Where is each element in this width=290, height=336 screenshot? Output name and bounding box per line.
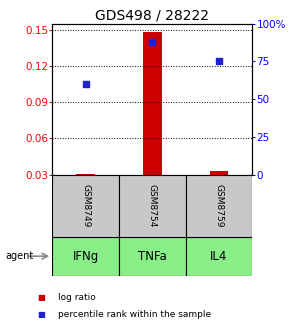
Point bbox=[217, 59, 221, 64]
Bar bbox=[76, 173, 95, 175]
Point bbox=[150, 39, 155, 44]
Text: ■: ■ bbox=[38, 310, 46, 319]
Text: TNFa: TNFa bbox=[138, 250, 167, 263]
Bar bbox=[143, 32, 162, 175]
Text: log ratio: log ratio bbox=[58, 293, 96, 302]
Bar bbox=[52, 237, 119, 276]
Bar bbox=[210, 171, 228, 175]
Text: percentile rank within the sample: percentile rank within the sample bbox=[58, 310, 211, 319]
Text: GSM8759: GSM8759 bbox=[214, 184, 224, 227]
Text: IL4: IL4 bbox=[210, 250, 228, 263]
Bar bbox=[186, 237, 252, 276]
Text: ■: ■ bbox=[38, 293, 46, 302]
Text: agent: agent bbox=[6, 251, 34, 261]
Text: GSM8749: GSM8749 bbox=[81, 184, 90, 227]
Text: IFNg: IFNg bbox=[72, 250, 99, 263]
Text: GSM8754: GSM8754 bbox=[148, 184, 157, 227]
Bar bbox=[119, 175, 186, 237]
Point bbox=[83, 81, 88, 87]
Bar bbox=[186, 175, 252, 237]
Bar bbox=[119, 237, 186, 276]
Bar bbox=[52, 175, 119, 237]
Title: GDS498 / 28222: GDS498 / 28222 bbox=[95, 8, 209, 23]
